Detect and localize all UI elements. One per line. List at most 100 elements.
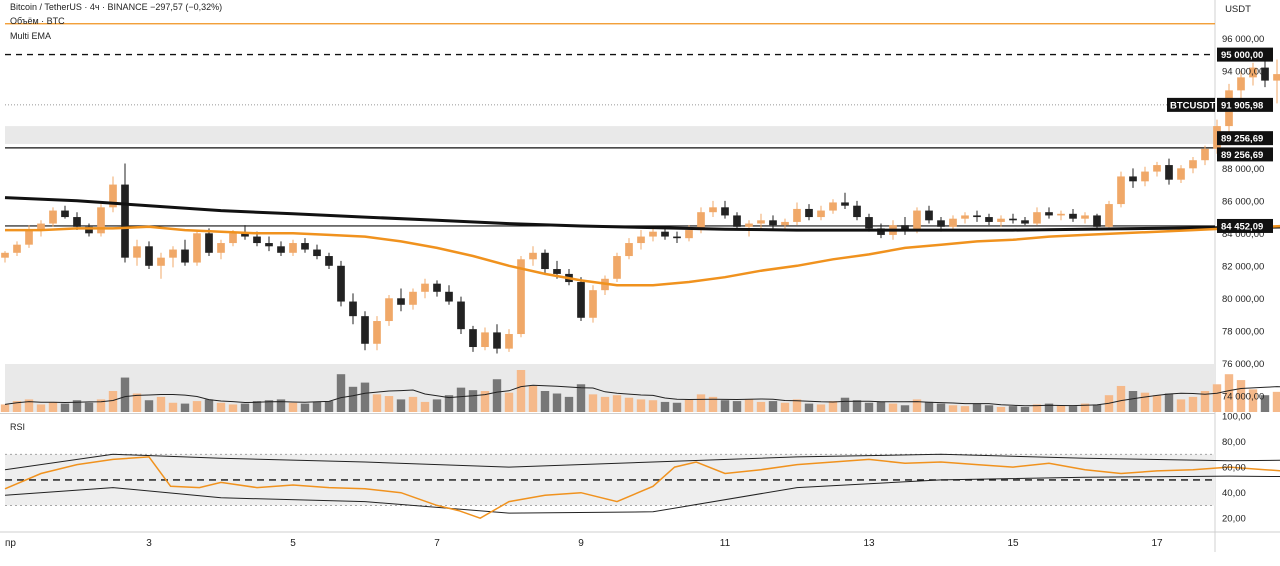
ema-indicator-label[interactable]: Multi EMA: [10, 31, 52, 41]
candle-body: [385, 298, 393, 322]
symbol-info[interactable]: Bitcoin / TetherUS · 4ч · BINANCE −297,5…: [10, 2, 223, 12]
volume-bar: [492, 379, 502, 412]
volume-bar: [840, 397, 850, 412]
candle-body: [289, 243, 297, 253]
candle-body: [349, 301, 357, 317]
candle-body: [589, 290, 597, 318]
candle-body: [733, 215, 741, 227]
volume-bar: [768, 401, 778, 412]
volume-bar: [936, 403, 946, 412]
volume-ma-line: [4, 384, 1280, 407]
candle-body: [1021, 220, 1029, 224]
candle-body: [97, 207, 105, 234]
price-tag-84452-bg: [1217, 218, 1273, 233]
volume-bar: [0, 404, 10, 412]
candle-body: [277, 246, 285, 253]
candle-body: [373, 321, 381, 344]
volume-bar: [1236, 380, 1246, 412]
price-tick-label: 94 000,00: [1222, 66, 1264, 77]
candle-body: [1045, 212, 1053, 216]
symbol-tag: BTCUSDT: [1170, 100, 1216, 111]
volume-bar: [1212, 384, 1222, 412]
candle-body: [769, 220, 777, 226]
volume-bar: [1188, 396, 1198, 412]
candle-body: [1273, 74, 1280, 81]
volume-bar: [396, 399, 406, 412]
candle-body: [241, 233, 249, 237]
volume-bar: [336, 374, 346, 412]
volume-bar: [672, 402, 682, 412]
rsi-tick-label: 80,00: [1222, 437, 1246, 448]
candle-body: [301, 243, 309, 250]
candle-body: [661, 231, 669, 237]
candle-body: [649, 231, 657, 237]
volume-bar: [816, 404, 826, 412]
candle-body: [877, 228, 885, 235]
candle-body: [685, 230, 693, 239]
time-tick-label: 3: [146, 538, 152, 549]
volume-bar: [288, 402, 298, 412]
volume-bar: [756, 401, 766, 412]
volume-bar: [960, 406, 970, 412]
candle-body: [865, 217, 873, 229]
candle-body: [433, 283, 441, 292]
volume-bar: [300, 403, 310, 412]
candle-body: [1153, 165, 1161, 172]
rsi-tick-label: 40,00: [1222, 488, 1246, 499]
volume-bar: [132, 393, 142, 412]
candle-body: [1033, 212, 1041, 224]
volume-bar: [468, 390, 478, 412]
volume-bar: [1092, 404, 1102, 412]
volume-bar: [1164, 393, 1174, 412]
price-tick-label: 76 000,00: [1222, 359, 1264, 370]
candle-body: [625, 243, 633, 257]
price-tag-89256-b-bg: [1217, 147, 1273, 162]
candle-body: [973, 215, 981, 218]
candle-body: [913, 210, 921, 231]
volume-bar: [684, 399, 694, 412]
volume-bar: [240, 403, 250, 412]
volume-bar: [564, 396, 574, 412]
volume-bar: [948, 405, 958, 412]
volume-bar: [1068, 406, 1078, 412]
volume-bar: [48, 401, 58, 412]
candle-body: [145, 246, 153, 266]
rsi-indicator-label[interactable]: RSI: [10, 422, 26, 432]
volume-bar: [1128, 391, 1138, 412]
candle-body: [961, 215, 969, 219]
volume-bar: [984, 405, 994, 412]
currency-label: USDT: [1225, 4, 1251, 15]
candle-body: [409, 291, 417, 305]
ema50-line: [5, 224, 1280, 287]
rsi-upper-band: [4, 453, 1280, 471]
candle-body: [505, 334, 513, 349]
candle-body: [829, 202, 837, 211]
volume-bar: [84, 402, 94, 412]
rsi-line: [4, 456, 1280, 520]
volume-indicator-label[interactable]: Объём · BTC: [10, 16, 65, 26]
volume-bar: [1020, 406, 1030, 412]
candle-body: [937, 220, 945, 227]
candle-body: [781, 221, 789, 226]
volume-bar: [12, 401, 22, 412]
candle-body: [1105, 204, 1113, 227]
candle-body: [577, 282, 585, 318]
candle-body: [553, 269, 561, 274]
candle-body: [541, 252, 549, 270]
volume-bar: [96, 399, 106, 412]
volume-bar: [1080, 403, 1090, 412]
volume-bar: [1056, 405, 1066, 412]
candle-body: [721, 207, 729, 216]
candle-body: [313, 249, 321, 257]
volume-bar: [588, 394, 598, 412]
volume-bar: [1248, 389, 1258, 412]
price-tick-label: 74 000,00: [1222, 391, 1264, 402]
candle-body: [985, 217, 993, 222]
price-tick-label: 84 000,00: [1222, 229, 1264, 240]
volume-bar: [504, 392, 514, 412]
volume-bar: [660, 401, 670, 412]
candle-body: [481, 332, 489, 348]
time-tick-label: 13: [863, 538, 875, 549]
candle-body: [1117, 176, 1125, 205]
